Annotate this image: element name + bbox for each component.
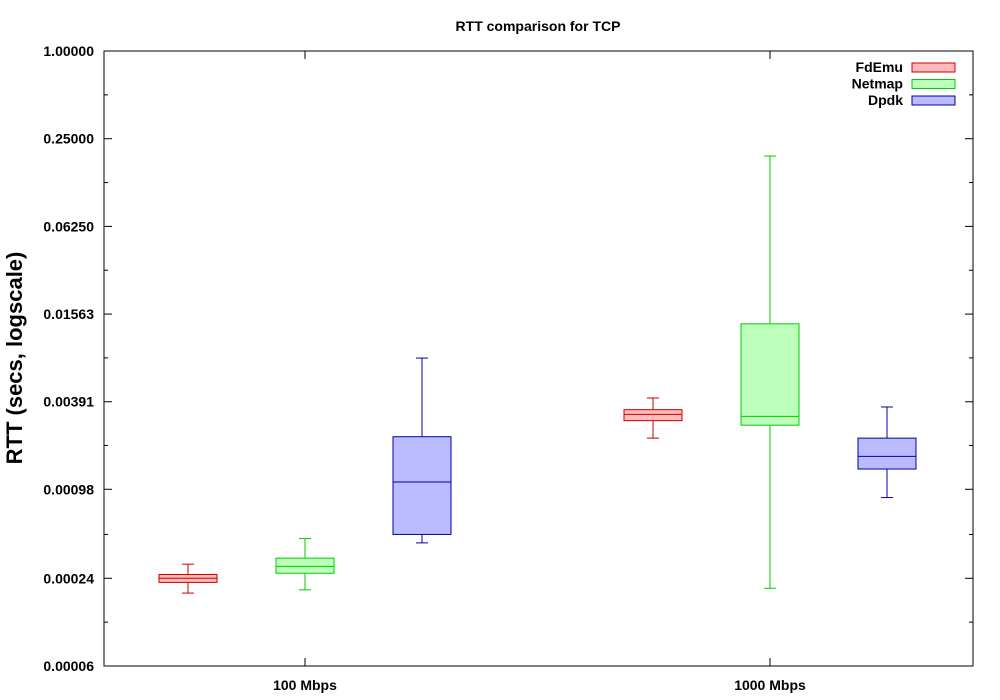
plot-area-border — [103, 50, 974, 667]
y-tick-label: 0.06250 — [43, 218, 94, 234]
legend-swatch-dpdk — [911, 95, 956, 106]
legend-label-dpdk: Dpdk — [868, 92, 903, 108]
y-tick-label: 0.00006 — [43, 658, 94, 674]
legend-label-netmap: Netmap — [852, 76, 903, 92]
box-dpdk — [857, 406, 917, 499]
y-tick-label: 0.01563 — [43, 306, 94, 322]
y-tick-label: 1.00000 — [43, 43, 94, 59]
chart-title: RTT comparison for TCP — [456, 18, 621, 34]
x-tick-label: 1000 Mbps — [734, 677, 806, 693]
box-fdemu — [623, 397, 683, 439]
box-dpdk — [392, 357, 452, 544]
legend-label-fdemu: FdEmu — [856, 59, 903, 75]
box-body — [857, 437, 917, 470]
legend-swatch-netmap — [911, 79, 956, 89]
box-body — [275, 557, 335, 574]
box-body — [392, 436, 452, 535]
y-tick-label: 0.00391 — [43, 394, 94, 410]
y-axis-label: RTT (secs, logscale) — [2, 252, 27, 465]
box-body — [623, 409, 683, 422]
box-plots — [158, 155, 917, 594]
box-netmap — [275, 538, 335, 591]
y-tick-label: 0.00098 — [43, 481, 94, 497]
box-body — [740, 323, 800, 426]
x-axis-ticks: 100 Mbps 1000 Mbps — [273, 51, 806, 693]
box-fdemu — [158, 563, 218, 594]
x-tick-label: 100 Mbps — [273, 677, 337, 693]
box-netmap — [740, 155, 800, 589]
y-tick-label: 0.25000 — [43, 131, 94, 147]
legend-swatch-fdemu — [911, 62, 956, 73]
y-axis-ticks: 0.00006 0.00024 0.00098 0.00391 0.01563 0.062… — [43, 43, 973, 674]
y-tick-label: 0.00024 — [43, 570, 94, 586]
